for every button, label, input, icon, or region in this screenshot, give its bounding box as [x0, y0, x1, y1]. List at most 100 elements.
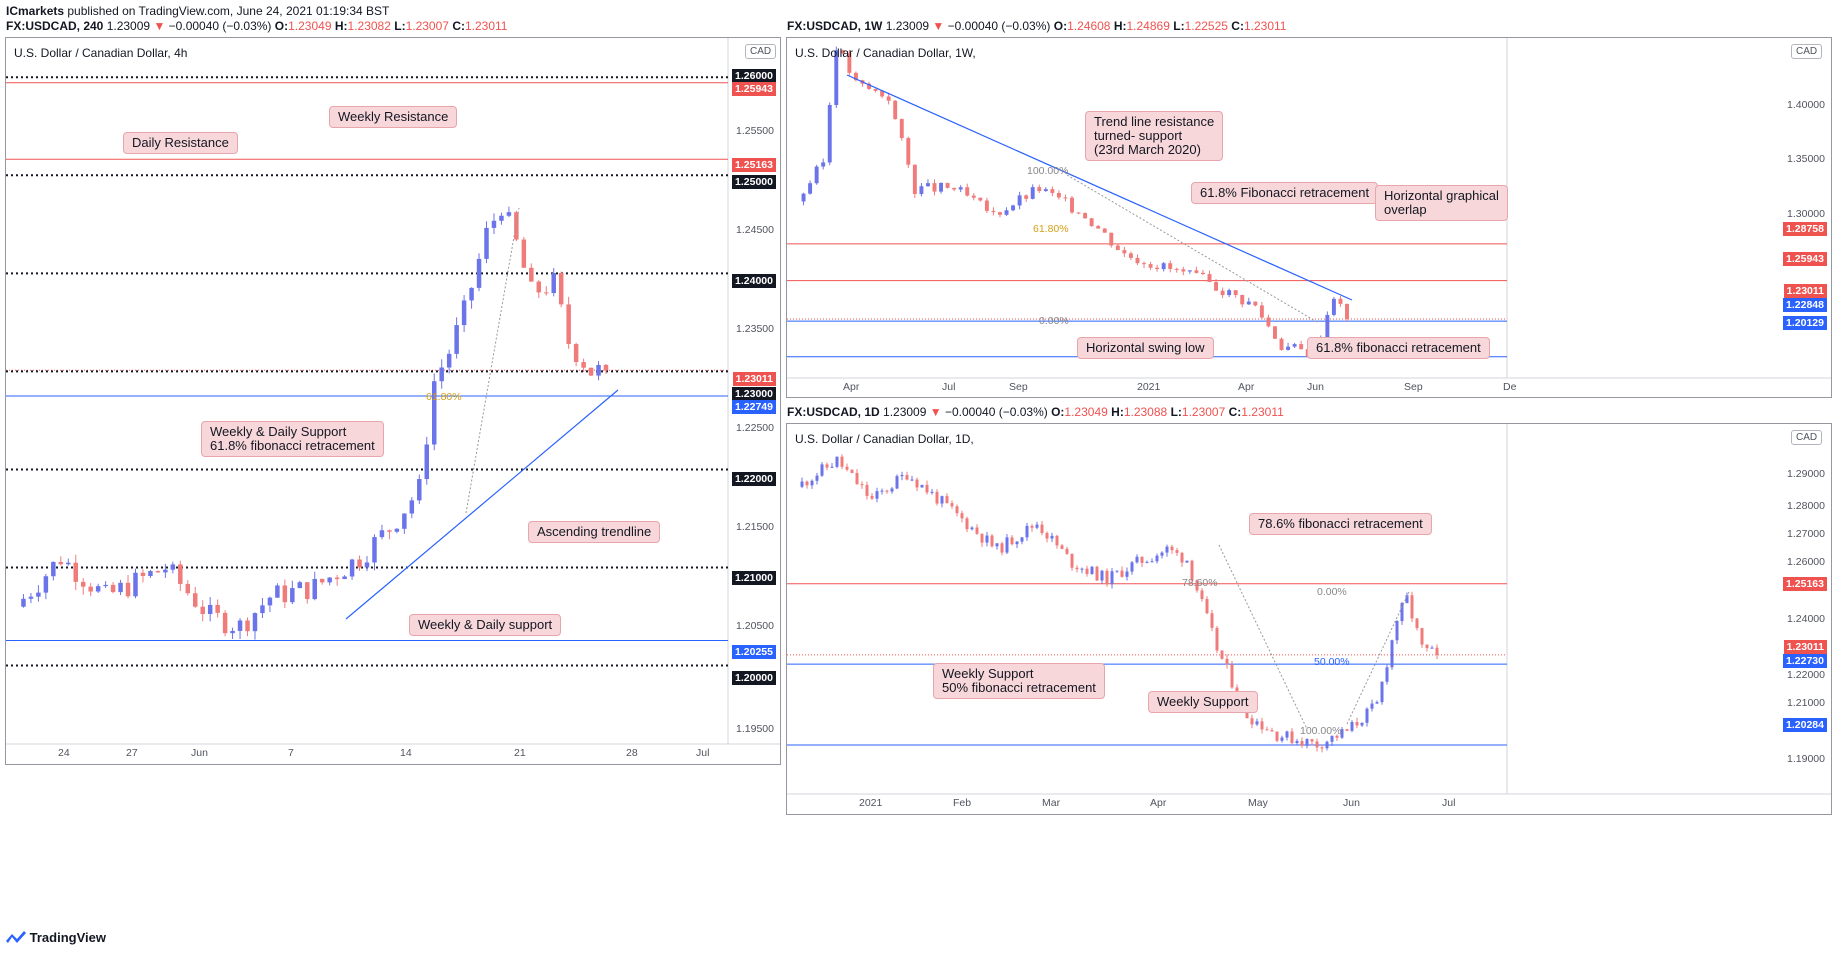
- candle: [514, 212, 519, 240]
- axis-tick: 1.40000: [1787, 99, 1825, 111]
- candle: [935, 491, 939, 504]
- note-ascending-trendline[interactable]: Ascending trendline: [528, 521, 661, 543]
- candle: [446, 353, 452, 368]
- axis-tick: 1.21000: [1787, 697, 1825, 709]
- candle: [596, 364, 601, 376]
- candle: [1305, 739, 1309, 746]
- note-line: Weekly Support: [942, 666, 1034, 681]
- note-fib-786[interactable]: 78.6% fibonacci retracement: [1249, 513, 1432, 535]
- candle: [867, 83, 871, 89]
- daily-symbol-info: FX:USDCAD, 1D 1.23009 ▼ −0.00040 (−0.03%…: [787, 405, 1284, 419]
- change-value: −0.00040 (−0.03%): [944, 405, 1048, 419]
- candle: [1155, 267, 1160, 270]
- candle: [200, 606, 205, 615]
- open-label: O:: [1053, 19, 1068, 33]
- candle: [821, 162, 826, 167]
- open-value: 1.23049: [288, 19, 332, 33]
- candle: [840, 50, 845, 54]
- chart-4h[interactable]: U.S. Dollar / Canadian Dollar, 4h CAD 1.…: [5, 37, 781, 765]
- currency-button[interactable]: CAD: [1791, 430, 1823, 445]
- weekly-symbol-info: FX:USDCAD, 1W 1.23009 ▼ −0.00040 (−0.03%…: [787, 19, 1286, 33]
- candle: [810, 480, 814, 486]
- chart-1d-canvas[interactable]: [787, 424, 1831, 814]
- candle: [88, 586, 93, 592]
- candle: [1145, 561, 1149, 563]
- candle: [847, 53, 852, 73]
- candle: [990, 535, 994, 547]
- candle: [800, 481, 804, 487]
- fib-label: 100.00%: [1027, 165, 1069, 177]
- candle: [1425, 644, 1429, 649]
- chart-4h-canvas[interactable]: [6, 38, 780, 764]
- candle: [1010, 537, 1014, 545]
- candle: [1175, 550, 1179, 553]
- candle: [1165, 546, 1169, 553]
- candle: [1181, 269, 1186, 272]
- axis-tick: 1.29000: [1787, 468, 1825, 480]
- candle: [1375, 702, 1379, 704]
- note-weekly-resistance[interactable]: Weekly Resistance: [329, 106, 458, 128]
- open-label: O:: [1051, 405, 1065, 419]
- close-label: C:: [452, 19, 465, 33]
- axis-tick: 1.24000: [1787, 613, 1825, 625]
- note-weekly-support[interactable]: Weekly Support: [1148, 691, 1258, 713]
- chart-1w[interactable]: U.S. Dollar / Canadian Dollar, 1W, CAD 1…: [786, 37, 1832, 398]
- note-fib-retracement[interactable]: 61.8% Fibonacci retracement: [1191, 182, 1379, 204]
- price-tag: 1.20129: [1783, 316, 1827, 330]
- candle: [855, 472, 859, 485]
- note-daily-resistance[interactable]: Daily Resistance: [123, 132, 238, 154]
- candle: [1435, 647, 1439, 655]
- candle: [1055, 535, 1059, 546]
- close-value: 1.23011: [1241, 405, 1284, 419]
- candle: [536, 281, 542, 293]
- note-weekly-daily-support[interactable]: Weekly & Daily support: [409, 614, 562, 636]
- note-horizontal-overlap[interactable]: Horizontal graphical overlap: [1375, 185, 1508, 221]
- candle: [1275, 731, 1279, 741]
- candle: [1050, 189, 1055, 193]
- candle: [895, 476, 899, 489]
- candle: [387, 530, 392, 532]
- candle: [185, 583, 191, 594]
- candle: [1135, 556, 1139, 563]
- candle: [1315, 741, 1319, 748]
- candle: [1279, 338, 1284, 350]
- fib-anchor-line: [1218, 544, 1308, 730]
- chart-1w-canvas[interactable]: [787, 38, 1831, 397]
- candle: [1115, 570, 1119, 572]
- candle: [28, 596, 34, 599]
- candle: [349, 559, 355, 577]
- publisher-name: ICmarkets: [6, 4, 65, 18]
- note-fib-retracement-bottom[interactable]: 61.8% fibonacci retracement: [1307, 337, 1490, 359]
- candle: [431, 381, 437, 445]
- price-tag: 1.20255: [732, 645, 776, 659]
- close-label: C:: [1228, 405, 1242, 419]
- currency-button[interactable]: CAD: [745, 44, 777, 59]
- note-weekly-support-fib[interactable]: Weekly Support 50% fibonacci retracement: [933, 663, 1105, 699]
- candle: [551, 273, 556, 294]
- chart-1d[interactable]: U.S. Dollar / Canadian Dollar, 1D, CAD 1…: [786, 423, 1832, 815]
- candle: [1011, 205, 1016, 211]
- note-trendline-resistance[interactable]: Trend line resistance turned- support (2…: [1085, 111, 1224, 161]
- candle: [297, 582, 303, 589]
- candle: [1330, 735, 1334, 742]
- candle: [1115, 245, 1120, 251]
- candle: [906, 138, 911, 165]
- candle: [245, 620, 250, 632]
- candle: [1292, 344, 1297, 347]
- candle: [1180, 552, 1184, 563]
- axis-tick: 1.25500: [736, 125, 774, 137]
- x-axis-label: Feb: [953, 797, 972, 809]
- note-weekly-daily-support-fib[interactable]: Weekly & Daily Support 61.8% fibonacci r…: [201, 421, 384, 457]
- down-arrow-icon: ▼: [932, 19, 945, 33]
- high-label: H:: [1113, 19, 1127, 33]
- candle: [900, 474, 904, 477]
- note-swing-low[interactable]: Horizontal swing low: [1077, 337, 1214, 359]
- candle: [1050, 535, 1054, 539]
- fib-label: 100.00%: [1300, 725, 1342, 737]
- candle: [835, 456, 839, 467]
- axis-tick: 1.19000: [1787, 753, 1825, 765]
- candle: [1080, 568, 1084, 570]
- candle: [1205, 598, 1209, 614]
- candle: [1365, 708, 1369, 723]
- currency-button[interactable]: CAD: [1791, 44, 1823, 59]
